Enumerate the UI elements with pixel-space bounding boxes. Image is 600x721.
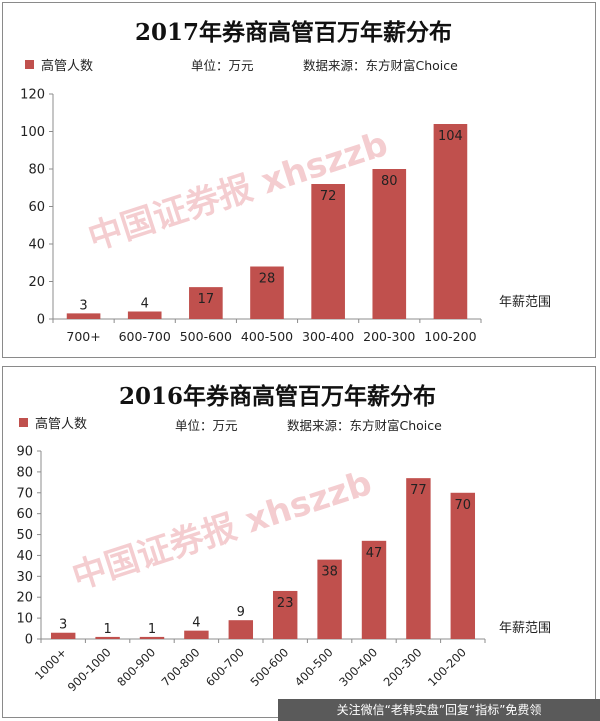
data-label: 4 [192, 616, 200, 631]
data-label: 28 [259, 272, 276, 287]
y-tick-label: 10 [16, 612, 33, 627]
y-tick-label: 50 [16, 528, 33, 543]
x-axis-title: 年薪范围 [499, 621, 552, 636]
bar [250, 266, 284, 319]
x-tick-label: 900-1000 [65, 645, 114, 694]
data-label: 1 [148, 622, 156, 637]
legend-label: 高管人数 [41, 59, 94, 74]
data-label: 4 [141, 297, 149, 312]
bar [127, 311, 162, 319]
chart-panel-2016: 2016年券商高管百万年薪分布 高管人数 单位：万元 数据来源：东方财富Choi… [2, 366, 596, 718]
data-label: 72 [320, 189, 337, 204]
x-tick-label: 500-600 [180, 329, 232, 344]
x-tick-label: 700+ [66, 329, 100, 344]
footer-banner: 关注微信“老韩实盘”回复“指标”免费领 [278, 699, 600, 721]
y-tick-label: 120 [20, 88, 45, 103]
x-tick-label: 300-400 [302, 329, 354, 344]
legend: 高管人数 [19, 413, 87, 432]
x-tick-label: 400-500 [241, 329, 293, 344]
y-tick-label: 90 [16, 445, 33, 460]
x-tick-label: 1000+ [32, 645, 69, 682]
unit-note: 单位：万元 [175, 418, 238, 433]
legend-swatch [19, 418, 28, 427]
x-tick-label: 200-300 [363, 329, 415, 344]
x-tick-label: 300-400 [336, 645, 380, 689]
x-tick-label: 800-900 [114, 645, 158, 689]
x-tick-label: 600-700 [203, 645, 247, 689]
unit-note: 单位：万元 [191, 58, 254, 73]
bar [184, 630, 209, 639]
y-tick-label: 80 [16, 465, 33, 480]
x-tick-label: 600-700 [119, 329, 171, 344]
data-label: 17 [198, 292, 215, 307]
data-label: 9 [237, 605, 245, 620]
legend-swatch [25, 60, 34, 69]
chart-panel-2017: 2017年券商高管百万年薪分布 高管人数 单位：万元 数据来源：东方财富Choi… [2, 2, 596, 358]
y-tick-label: 80 [28, 163, 45, 178]
legend-label: 高管人数 [35, 417, 88, 432]
y-tick-label: 40 [16, 549, 33, 564]
y-tick-label: 100 [20, 125, 45, 140]
y-tick-label: 40 [28, 238, 45, 253]
y-tick-label: 60 [28, 200, 45, 215]
bar [361, 540, 387, 639]
y-tick-label: 20 [16, 591, 33, 606]
bar [139, 636, 165, 639]
bar-chart-2016: 010203040506070809031000+1900-10001800-9… [16, 445, 486, 694]
data-label: 3 [59, 618, 67, 633]
y-tick-label: 20 [28, 275, 45, 290]
bar [433, 124, 468, 319]
y-tick-label: 60 [16, 507, 33, 522]
data-label: 23 [277, 596, 294, 611]
y-tick-label: 70 [16, 486, 33, 501]
chart-title: 2016年券商高管百万年薪分布 [119, 383, 437, 410]
y-tick-label: 30 [16, 570, 33, 585]
source-note: 数据来源：东方财富Choice [287, 418, 442, 433]
x-axis-title: 年薪范围 [499, 295, 552, 310]
bar [317, 559, 342, 639]
data-label: 77 [410, 483, 427, 498]
data-label: 47 [366, 546, 383, 561]
bar [66, 313, 101, 319]
bar [311, 184, 345, 319]
data-label: 80 [381, 174, 398, 189]
data-label: 1 [103, 622, 111, 637]
x-tick-label: 400-500 [292, 645, 336, 689]
bar [95, 636, 120, 639]
bar [450, 492, 476, 639]
data-label: 70 [455, 498, 472, 513]
bar [406, 478, 431, 639]
x-tick-label: 200-300 [381, 645, 425, 689]
bar [272, 590, 298, 639]
bar-chart-2017: 0 20 40 60 80 100 120 3 700+ 4 600-700 17 500-600 28 4… [20, 88, 482, 344]
x-tick-label: 100-200 [424, 329, 476, 344]
x-tick-label: 700-800 [159, 645, 203, 689]
bar [228, 620, 254, 639]
bar [189, 287, 223, 319]
x-tick-label: 100-200 [425, 645, 469, 689]
data-label: 3 [79, 298, 87, 313]
y-tick-label: 0 [25, 633, 33, 648]
chart-title: 2017年券商高管百万年薪分布 [135, 19, 453, 46]
legend: 高管人数 [25, 55, 93, 74]
y-tick-label: 0 [37, 313, 45, 328]
bar [50, 632, 76, 639]
data-label: 38 [321, 565, 338, 580]
data-label: 104 [438, 129, 463, 144]
x-tick-label: 500-600 [247, 645, 291, 689]
source-note: 数据来源：东方财富Choice [303, 58, 458, 73]
bar [372, 169, 407, 319]
